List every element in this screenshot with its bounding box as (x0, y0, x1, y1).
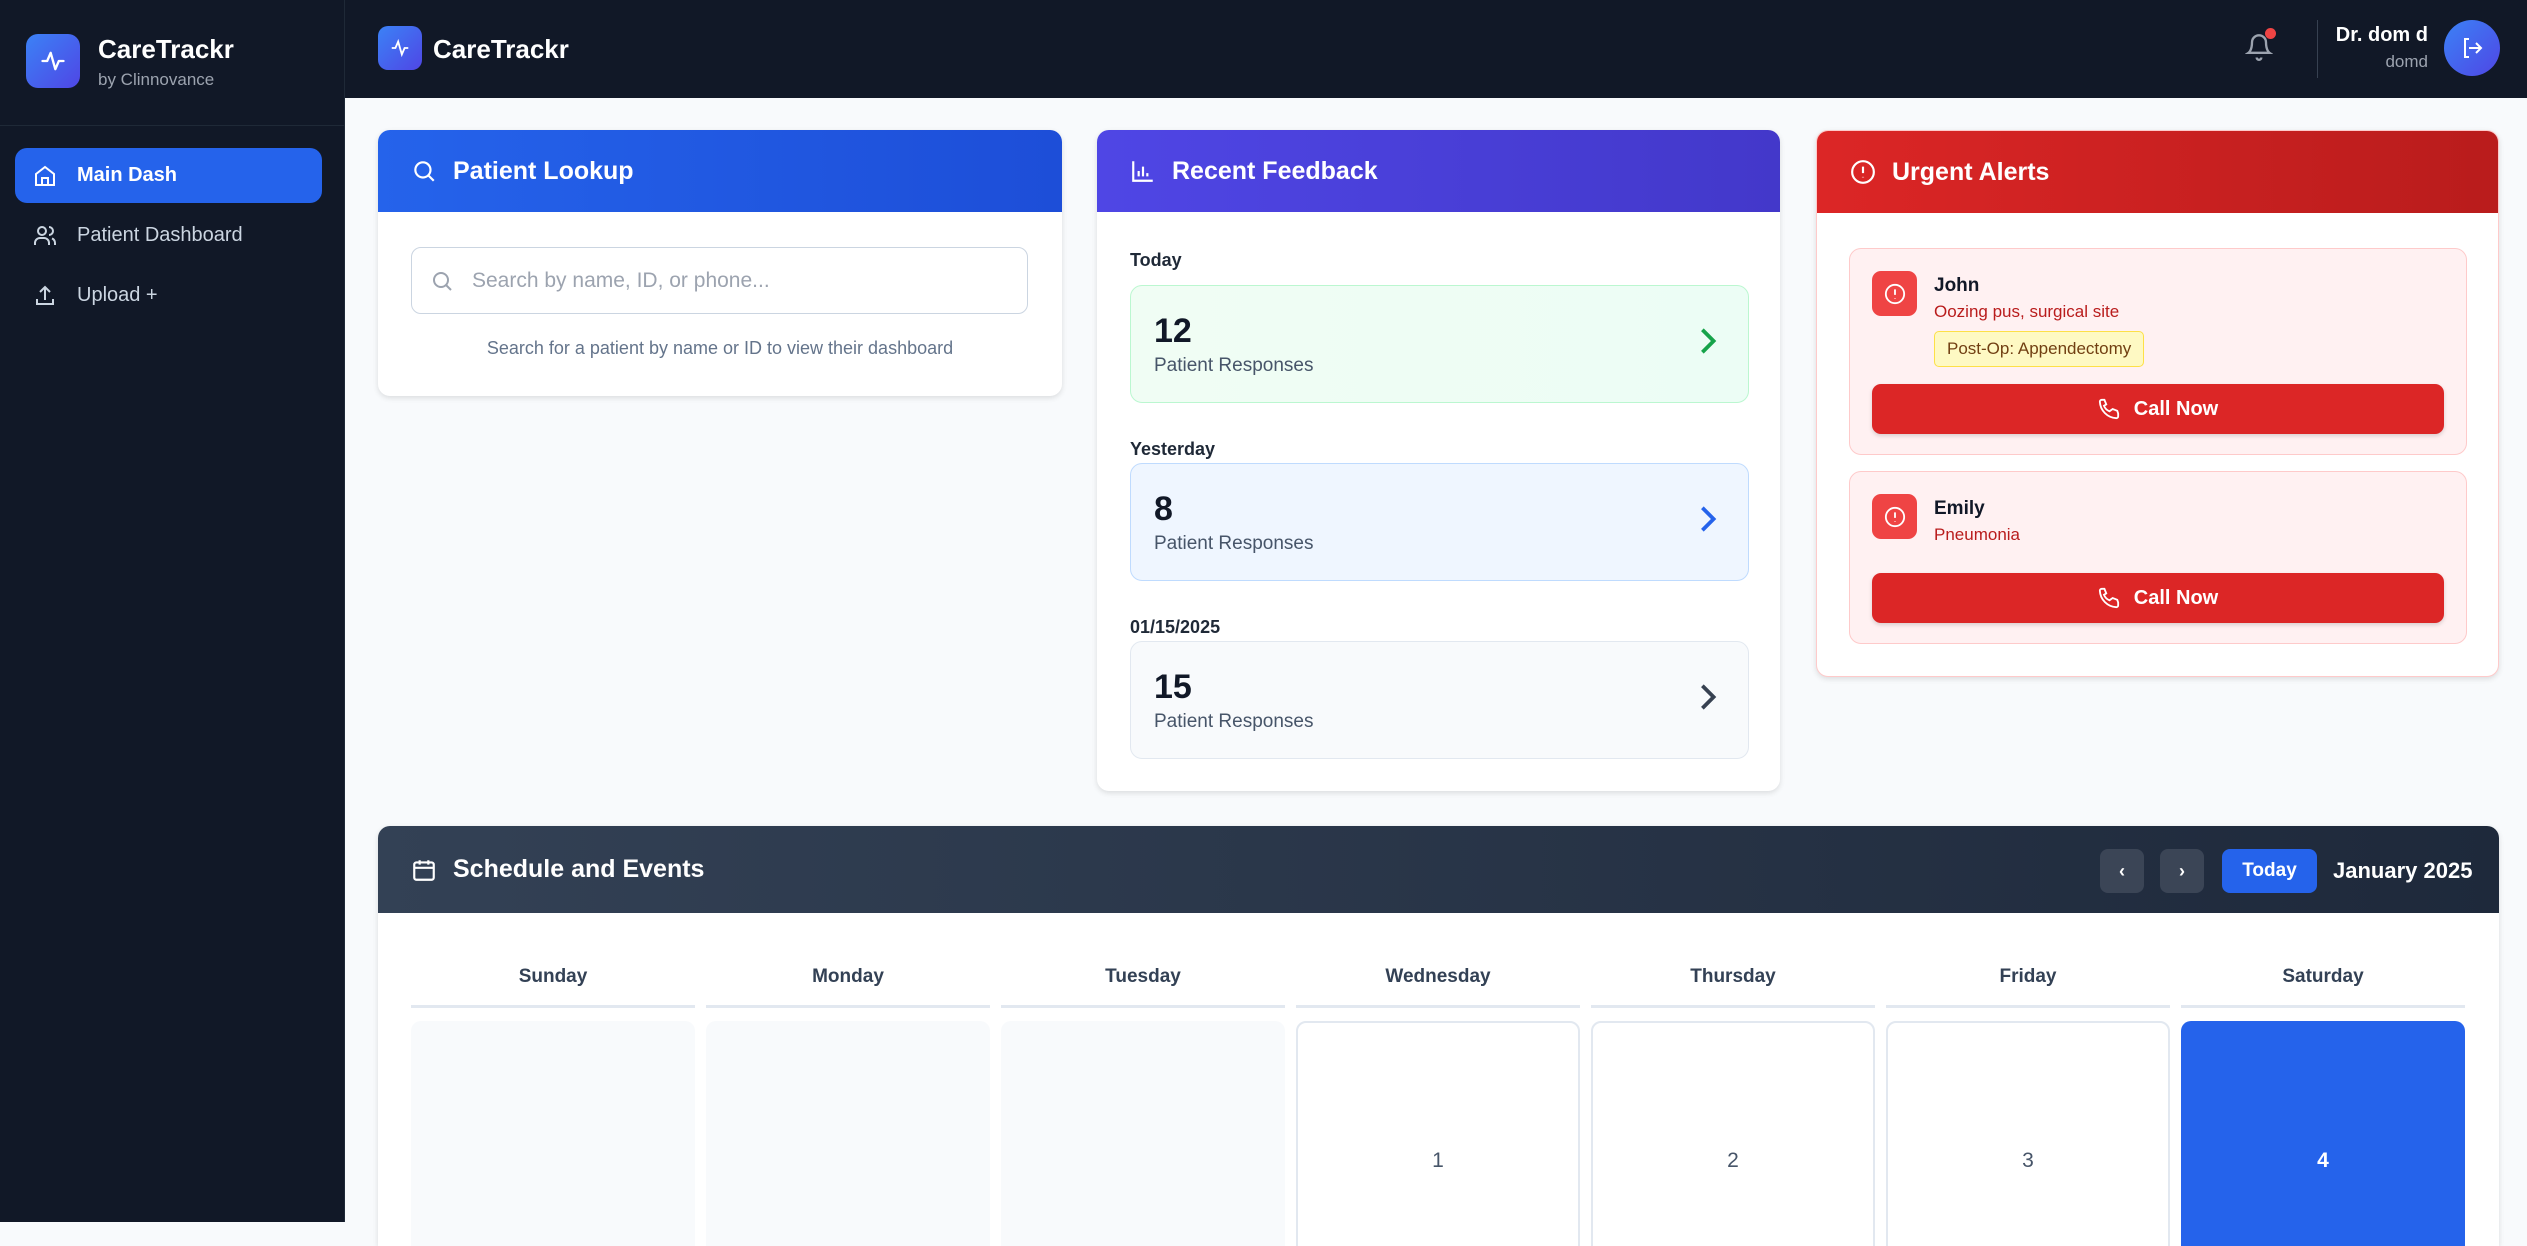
chevron-right-icon (1701, 684, 1717, 710)
bar-chart-icon (1132, 161, 1153, 182)
alert-description: Oozing pus, surgical site (1934, 302, 2120, 321)
calendar-empty-cell (706, 1021, 990, 1246)
alert-description: Pneumonia (1934, 525, 2021, 544)
weekday-header: Monday (706, 966, 990, 1008)
response-count: 15 (1154, 668, 1192, 706)
card-title: Schedule and Events (453, 855, 705, 883)
search-icon (433, 271, 452, 291)
calendar-empty-cell (1001, 1021, 1285, 1246)
response-label: Patient Responses (1154, 355, 1314, 376)
calendar-day-cell[interactable]: 2 (1591, 1021, 1875, 1246)
patient-search-input[interactable]: Search by name, ID, or phone... (411, 247, 1028, 314)
search-icon (414, 161, 435, 182)
response-label: Patient Responses (1154, 533, 1314, 554)
feedback-group-label: Today (1130, 250, 1182, 270)
user-handle: domd (2385, 52, 2428, 71)
chevron-right-icon (1701, 506, 1717, 532)
feedback-group-label: Yesterday (1130, 439, 1216, 459)
current-month: January 2025 (2333, 858, 2473, 883)
weekday-header: Saturday (2181, 966, 2465, 1008)
weekday-header: Tuesday (1001, 966, 1285, 1008)
pulse-logo-icon (26, 34, 80, 88)
card-title: Recent Feedback (1172, 156, 1378, 185)
patient-lookup-card: Patient Lookup Search by name, ID, or ph… (378, 130, 1062, 396)
prev-month-button[interactable]: ‹ (2100, 849, 2144, 893)
pulse-logo-icon (378, 26, 422, 70)
lookup-helper-text: Search for a patient by name or ID to vi… (486, 338, 954, 358)
bell-icon (2244, 34, 2274, 61)
sidebar-item-label: Upload + (77, 284, 158, 306)
search-placeholder: Search by name, ID, or phone... (472, 268, 770, 292)
call-now-button[interactable]: Call Now (1872, 573, 2444, 623)
sidebar-brand: CareTrackr by Clinnovance (0, 0, 344, 126)
feedback-item-today[interactable]: 12 Patient Responses (1130, 285, 1749, 403)
feedback-item-yesterday[interactable]: 8 Patient Responses (1130, 463, 1749, 581)
feedback-group-label: 01/15/2025 (1130, 617, 1221, 637)
sidebar-item-label: Main Dash (77, 164, 178, 186)
brand-name: CareTrackr (98, 34, 234, 64)
next-month-button[interactable]: › (2160, 849, 2204, 893)
sidebar-item-main-dash[interactable]: Main Dash (15, 148, 322, 203)
calendar-empty-cell (411, 1021, 695, 1246)
top-bar: CareTrackr Dr. dom d domd (345, 0, 2527, 98)
brand-subtitle: by Clinnovance (98, 70, 215, 89)
weekday-header: Thursday (1591, 966, 1875, 1008)
calendar-icon (413, 859, 435, 881)
logout-icon (2464, 38, 2483, 58)
patient-name: John (1934, 275, 1980, 296)
phone-icon (2098, 587, 2119, 609)
sidebar: CareTrackr by Clinnovance Main Dash Pati… (0, 0, 345, 1222)
weekday-header: Friday (1886, 966, 2170, 1008)
alert-item: John Oozing pus, surgical site Post-Op: … (1849, 248, 2467, 455)
recent-feedback-card: Recent Feedback Today 12 Patient Respons… (1097, 130, 1780, 791)
app-title: CareTrackr (433, 34, 569, 64)
calendar-day-cell[interactable]: 1 (1296, 1021, 1580, 1246)
alert-circle-icon (1872, 271, 1917, 316)
calendar-day-cell[interactable]: 4 (2181, 1021, 2465, 1246)
phone-icon (2098, 398, 2119, 420)
calendar-header: Schedule and Events ‹ › Today January 20… (378, 826, 2499, 913)
home-icon (35, 165, 55, 186)
call-now-button[interactable]: Call Now (1872, 384, 2444, 434)
card-title: Patient Lookup (453, 156, 634, 185)
call-now-label: Call Now (2133, 586, 2219, 609)
patient-name: Emily (1934, 498, 1985, 519)
schedule-card: Schedule and Events ‹ › Today January 20… (378, 826, 2499, 1246)
user-name: Dr. dom d (2335, 24, 2428, 46)
divider (2317, 20, 2318, 78)
weekday-header: Sunday (411, 966, 695, 1008)
calendar-day-cell[interactable]: 3 (1886, 1021, 2170, 1246)
weekday-header: Wednesday (1296, 966, 1580, 1008)
upload-icon (36, 285, 54, 305)
chevron-right-icon (1701, 328, 1717, 354)
alert-circle-icon (1851, 160, 1875, 184)
feedback-item-date[interactable]: 15 Patient Responses (1130, 641, 1749, 759)
response-count: 12 (1154, 312, 1192, 350)
logout-button[interactable] (2444, 20, 2500, 76)
notification-dot (2265, 28, 2276, 39)
response-label: Patient Responses (1154, 711, 1314, 732)
response-count: 8 (1154, 490, 1173, 528)
call-now-label: Call Now (2133, 397, 2219, 420)
users-icon (34, 225, 57, 245)
alert-circle-icon (1872, 494, 1917, 539)
urgent-alerts-card: Urgent Alerts John Oozing pus, surgical … (1816, 130, 2499, 677)
condition-badge: Post-Op: Appendectomy (1934, 331, 2145, 367)
sidebar-item-upload[interactable]: Upload + (15, 268, 322, 323)
card-title: Urgent Alerts (1892, 157, 2050, 186)
notifications-button[interactable] (2244, 28, 2276, 67)
sidebar-item-label: Patient Dashboard (77, 224, 243, 246)
today-button[interactable]: Today (2222, 849, 2317, 893)
alert-item: Emily Pneumonia Call Now (1849, 471, 2467, 644)
sidebar-item-patient-dashboard[interactable]: Patient Dashboard (15, 208, 322, 263)
